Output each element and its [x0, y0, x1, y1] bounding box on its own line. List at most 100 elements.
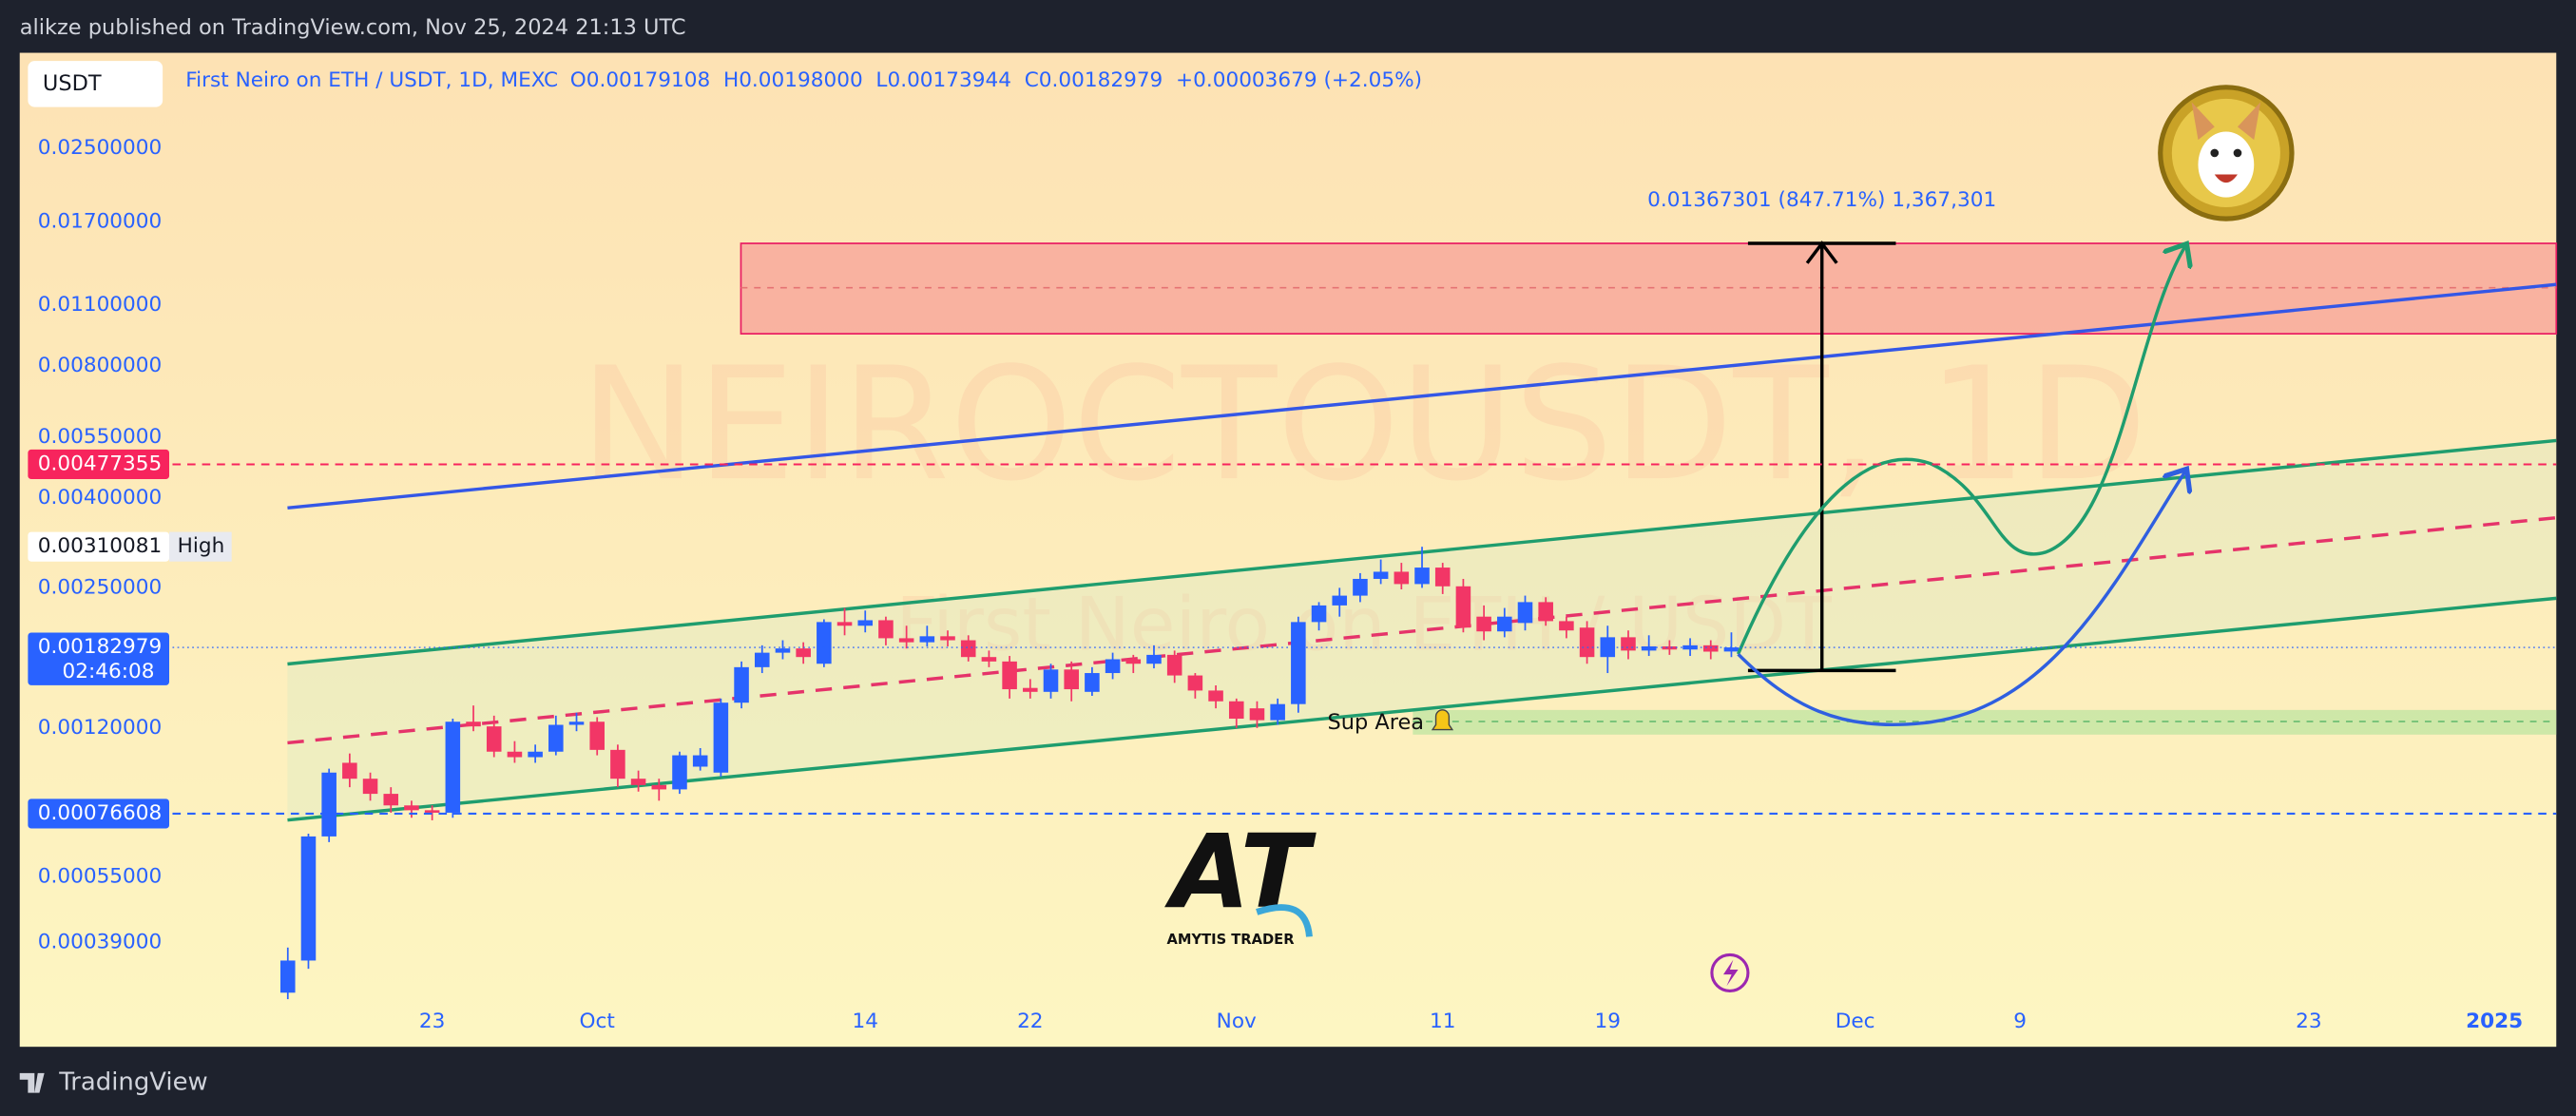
candle-body: [362, 779, 378, 795]
candle-body: [1662, 645, 1678, 650]
candle-body: [1621, 637, 1636, 651]
candle-body: [1043, 669, 1059, 692]
dog-ears: [2191, 102, 2261, 141]
candle-body: [836, 622, 853, 626]
symbol-title: First Neiro on ETH / USDT, 1D, MEXC: [185, 68, 558, 92]
candle-body: [1394, 571, 1410, 585]
y-tick-label: 0.01100000: [38, 293, 163, 317]
candle-body: [424, 810, 440, 813]
publisher: alikze published on TradingView.com, Nov…: [20, 15, 686, 40]
axes: 0.02500000 0.01700000 0.01100000 0.00800000…: [28, 136, 2557, 1033]
candle-body: [898, 638, 914, 643]
candle-body: [280, 960, 296, 993]
candle-body: [878, 620, 894, 639]
candle-body: [1455, 586, 1471, 628]
dog-face: [2198, 131, 2255, 198]
footer-logo: [19, 1072, 45, 1093]
price-label: 0.00477355: [38, 452, 163, 475]
price-note: High: [178, 534, 225, 558]
candle-body: [383, 794, 399, 806]
x-tick-label: Nov: [1217, 1010, 1257, 1033]
candle-body: [1125, 659, 1142, 664]
candle-body: [1332, 595, 1348, 606]
candle-body: [1682, 645, 1698, 650]
logo-text: AMYTIS TRADER: [1166, 932, 1295, 948]
candle-body: [486, 726, 502, 752]
candle-body: [300, 836, 317, 961]
watermark: NEIROCTOUSDT, 1D: [580, 334, 2147, 515]
trend-line: [287, 282, 2557, 510]
candle-body: [672, 755, 687, 790]
candle-body: [1641, 645, 1657, 651]
candle-body: [1208, 690, 1223, 702]
y-tick-label: 0.01700000: [38, 209, 163, 233]
lightning-icon: [1710, 952, 1750, 992]
y-tick-label: 0.00055000: [38, 865, 163, 889]
x-tick-label: 22: [1017, 1010, 1043, 1033]
candle-body: [1517, 602, 1533, 624]
candle-body: [1538, 602, 1553, 622]
candle-body: [1187, 675, 1203, 691]
candle-body: [1373, 571, 1389, 579]
candle-body: [1723, 647, 1740, 652]
x-tick-label: 9: [2013, 1010, 2027, 1033]
support-zone: [1413, 709, 2557, 735]
candle-body: [1249, 708, 1265, 721]
channel-fill: [287, 440, 2557, 820]
path-projection-blue: [1737, 471, 2185, 727]
x-tick-label: 23: [2296, 1010, 2321, 1033]
candle-body: [919, 636, 935, 643]
candle-body: [775, 648, 791, 653]
candle-body: [1146, 654, 1162, 664]
candle-body: [445, 722, 461, 813]
x-tick-label: 14: [853, 1010, 878, 1033]
y-tick-label: 0.00250000: [38, 575, 163, 599]
x-tick-label: 2025: [2466, 1010, 2523, 1033]
currency-button[interactable]: [28, 61, 163, 107]
x-tick-label: 19: [1595, 1010, 1621, 1033]
price-label-box: [28, 449, 170, 480]
note-box: [169, 531, 232, 562]
candle-body: [1085, 673, 1100, 692]
candle-body: [1559, 621, 1574, 631]
countdown: 02:46:08: [62, 660, 154, 683]
candle-body: [734, 666, 749, 703]
logo-mark: AT: [1164, 814, 1317, 932]
candle-body: [817, 622, 832, 664]
measure-arrow: [1805, 241, 1838, 264]
price-label: 0.00310081: [38, 534, 163, 558]
price-label: 0.00076608: [38, 801, 163, 825]
price-label: 0.00182979: [38, 635, 163, 659]
logo-swoosh: [1256, 904, 1313, 937]
candle-body: [1002, 661, 1017, 690]
candle-body: [610, 749, 625, 779]
candle-body: [960, 640, 976, 658]
bell-icon: [1431, 709, 1454, 731]
candle-body: [404, 805, 419, 811]
candle-body: [1476, 616, 1491, 632]
candle-body: [1270, 703, 1285, 721]
price-label-box: [28, 632, 170, 685]
currency-label[interactable]: USDT: [43, 71, 102, 96]
x-tick-label: 23: [419, 1010, 445, 1033]
candle-body: [1228, 701, 1244, 720]
candle-body: [651, 784, 667, 790]
candle-body: [940, 636, 955, 641]
candle-body: [754, 652, 770, 667]
candle-body: [1414, 568, 1430, 585]
y-tick-label: 0.00550000: [38, 425, 163, 449]
x-tick-label: 11: [1430, 1010, 1455, 1033]
y-tick-label: 0.00800000: [38, 354, 163, 377]
watermark-desc: First Neiro on ETH / USDT: [895, 583, 1832, 668]
candle-body: [1023, 687, 1038, 692]
y-tick-label: 0.00039000: [38, 931, 163, 954]
candle-body: [692, 755, 708, 767]
candles: [280, 547, 1740, 1000]
dog-eye: [2233, 148, 2242, 158]
candle-body: [342, 762, 357, 779]
price-label-box: [28, 531, 170, 562]
ohlc-legend: O0.00179108 H0.00198000 L0.00173944 C0.0…: [570, 68, 1422, 92]
candle-body: [1497, 616, 1512, 632]
candle-body: [630, 779, 646, 785]
